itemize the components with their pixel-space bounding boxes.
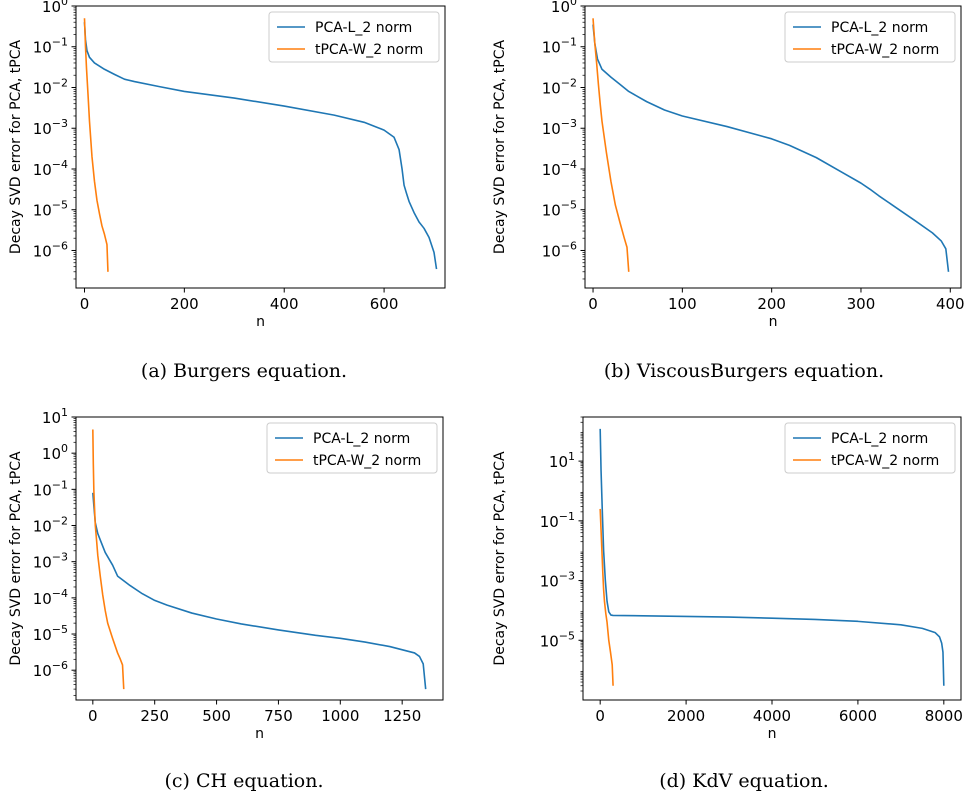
x-tick-label: 500 [202,707,231,725]
figure-caption: (b) ViscousBurgers equation. [603,360,885,382]
series-line-pca [83,22,438,270]
legend-label: PCA-L_2 norm [313,431,410,447]
y-tick-label: 10−4 [542,158,577,179]
x-tick-label: 4000 [753,707,791,725]
x-tick-label: 600 [370,295,399,313]
x-tick-label: 0 [588,295,598,313]
y-tick-label: 10−5 [542,199,577,220]
x-tick-label: 200 [170,295,199,313]
legend: PCA-L_2 norm tPCA-W_2 norm [784,11,956,63]
y-tick-label: 10−5 [33,199,68,220]
series-line-tpca [92,429,125,690]
y-tick-label: 10−4 [33,587,68,608]
y-tick-label: 10−1 [33,478,68,499]
y-tick-label: 10−6 [33,239,68,260]
y-tick-label: 10−6 [542,239,577,260]
series-line-pca [592,24,950,272]
series-line-tpca [599,508,614,686]
y-tick-label: 10−1 [540,510,575,531]
legend-label: tPCA-W_2 norm [831,42,939,58]
chart-3: 10−5 10−3 10−1 101 0 2000 4000 6000 8000 n Decay S… [492,416,963,742]
y-tick-label: 10−5 [33,623,68,644]
x-tick-label: 8000 [925,707,963,725]
figure-caption: (c) CH equation. [164,770,324,792]
chart-1: 10−6 10−5 10−4 10−3 10−2 10−1 100 0 100 200 300 400… [492,0,965,330]
figure-caption: (a) Burgers equation. [140,360,348,382]
y-axis-label: Decay SVD error for PCA, tPCA [8,451,24,666]
axes-frame [75,5,446,289]
legend-label: PCA-L_2 norm [831,431,928,447]
legend: PCA-L_2 norm tPCA-W_2 norm [266,422,438,474]
series-line-tpca [83,18,109,272]
x-axis-label: n [768,726,777,742]
y-tick-label: 10−1 [33,36,68,57]
y-tick-label: 10−3 [542,117,577,138]
chart-0: 10−6 10−5 10−4 10−3 10−2 10−1 100 0 200 400 600 n De… [8,0,446,330]
y-tick-label: 100 [551,0,577,16]
x-axis-label: n [255,726,264,742]
legend-label: tPCA-W_2 norm [315,42,423,58]
x-tick-label: 1250 [383,707,421,725]
x-tick-label: 100 [668,295,697,313]
x-tick-label: 400 [270,295,299,313]
series-line-pca [599,428,945,686]
y-tick-label: 10−3 [540,570,575,591]
legend-label: tPCA-W_2 norm [313,453,421,469]
axes-frame [75,416,444,701]
x-tick-label: 0 [595,707,605,725]
x-tick-label: 400 [936,295,965,313]
x-tick-label: 0 [88,707,98,725]
x-tick-label: 300 [847,295,876,313]
x-tick-label: 1000 [321,707,359,725]
y-tick-label: 101 [549,450,575,471]
legend: PCA-L_2 norm tPCA-W_2 norm [784,422,956,474]
y-tick-label: 10−5 [540,629,575,650]
legend-label: PCA-L_2 norm [315,20,412,36]
y-tick-label: 10−3 [33,551,68,572]
x-axis-label: n [256,314,265,330]
legend-label: PCA-L_2 norm [831,20,928,36]
y-tick-label: 10−2 [542,76,577,97]
legend: PCA-L_2 norm tPCA-W_2 norm [268,11,440,63]
legend-label: tPCA-W_2 norm [831,453,939,469]
series-line-pca [92,492,427,690]
y-tick-label: 10−2 [33,76,68,97]
x-tick-label: 200 [757,295,786,313]
x-tick-label: 0 [80,295,90,313]
figure-caption: (d) KdV equation. [659,770,829,792]
y-tick-label: 100 [42,0,68,16]
y-tick-label: 10−3 [33,117,68,138]
y-tick-label: 10−1 [542,36,577,57]
y-axis-label: Decay SVD error for PCA, tPCA [492,40,508,255]
x-tick-label: 2000 [667,707,705,725]
x-axis-label: n [769,314,778,330]
y-axis-label: Decay SVD error for PCA, tPCA [492,451,508,666]
axes-frame [584,5,962,289]
y-tick-label: 101 [42,406,68,427]
x-tick-label: 6000 [839,707,877,725]
y-tick-label: 10−4 [33,158,68,179]
chart-2: 10−6 10−5 10−4 10−3 10−2 10−1 100 101 0 250 500 750… [8,406,444,742]
x-tick-label: 750 [264,707,293,725]
y-tick-label: 100 [42,442,68,463]
y-axis-label: Decay SVD error for PCA, tPCA [8,40,24,255]
series-line-tpca [592,18,630,272]
y-tick-label: 10−6 [33,659,68,680]
y-tick-label: 10−2 [33,515,68,536]
x-tick-label: 250 [140,707,169,725]
